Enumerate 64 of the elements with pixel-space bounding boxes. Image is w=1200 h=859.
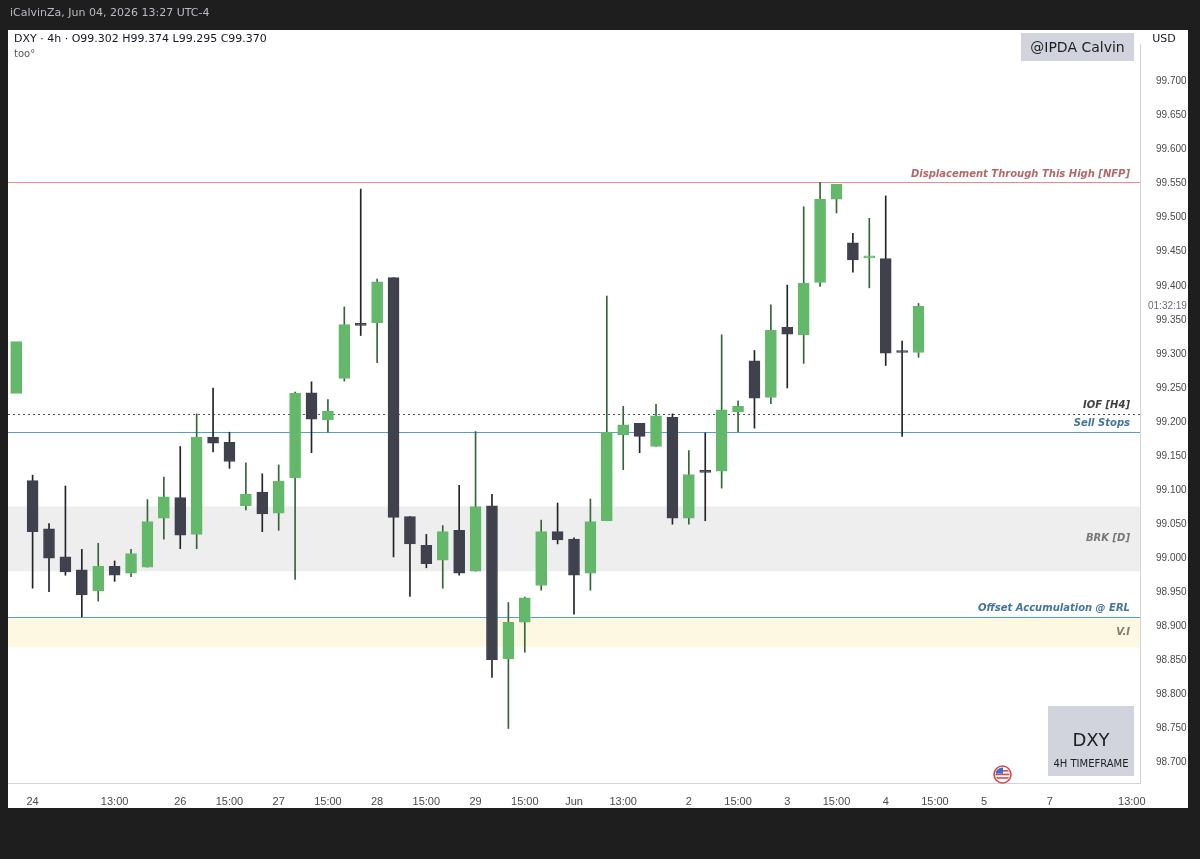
y-tick-label: 99.000 — [1156, 551, 1188, 563]
text: iCalvinZa, Jun 04, 2026 13:27 UTC-4 — [10, 6, 210, 20]
x-tick-label: 15:00 — [314, 794, 342, 807]
x-tick-label: 28 — [371, 794, 384, 807]
candlestick — [781, 284, 794, 389]
y-tick-label: 99.200 — [1156, 415, 1188, 427]
x-tick-label: 27 — [272, 794, 285, 807]
x-tick-label: 15:00 — [921, 794, 949, 807]
x-tick-label: 24 — [26, 794, 39, 807]
y-tick-label: 99.550 — [1156, 177, 1188, 189]
y-tick-label: 99.450 — [1156, 245, 1188, 257]
x-tick-label: 29 — [469, 794, 482, 807]
y-tick-label: 99.350 — [1156, 313, 1188, 325]
y-tick-label: 99.700 — [1156, 75, 1188, 87]
y-tick-label: 98.700 — [1156, 756, 1188, 768]
y-axis-title: USD — [1151, 32, 1177, 46]
x-tick-label: 15:00 — [412, 794, 441, 807]
x-tick-label: Jun — [565, 794, 583, 807]
annotation: 4H TIMEFRAME — [1052, 757, 1130, 770]
annotation: too° — [14, 47, 36, 60]
y-tick-label: 98.800 — [1156, 688, 1188, 700]
x-tick-label: 13:00 — [1118, 794, 1146, 807]
annotation: @IPDA Calvin — [1021, 33, 1134, 61]
text: 01:32:19 — [1148, 299, 1188, 311]
x-tick-label: 7 — [1046, 794, 1053, 807]
y-tick-label: 99.500 — [1156, 211, 1188, 223]
y-tick-label: 99.650 — [1156, 109, 1188, 121]
x-tick-label: 3 — [784, 794, 791, 807]
ref-line-label: Sell Stops — [1073, 417, 1131, 429]
ref-line-label: IOF [H4] — [1082, 399, 1131, 411]
candlestick — [699, 432, 712, 522]
ref-line-label: Offset Accumulation @ ERL — [977, 602, 1130, 614]
band-label: V.I — [1116, 625, 1131, 637]
y-tick-label: 99.150 — [1156, 449, 1188, 461]
band-label: BRK [D] — [1086, 532, 1131, 544]
x-tick-label: 15:00 — [511, 794, 539, 807]
x-tick-label: 13:00 — [609, 794, 637, 807]
x-tick-label: 2 — [685, 794, 692, 807]
candlestick — [10, 341, 23, 394]
y-tick-label: 99.250 — [1156, 381, 1188, 393]
y-tick-label: 99.600 — [1156, 143, 1188, 155]
y-tick-label: 98.850 — [1156, 654, 1188, 666]
y-tick-label: 99.300 — [1156, 347, 1188, 359]
y-tick-label: 98.950 — [1156, 586, 1188, 598]
candlestick — [732, 400, 744, 432]
x-tick-label: 4 — [882, 794, 889, 807]
x-tick-label: 15:00 — [215, 794, 244, 807]
y-tick-label: 98.750 — [1156, 722, 1188, 734]
y-tick-label: 99.050 — [1156, 517, 1188, 529]
y-tick-label: 99.400 — [1156, 279, 1188, 291]
chart-title: DXY · 4h · O99.302 H99.374 L99.295 C99.370 — [14, 32, 267, 46]
x-tick-label: 26 — [174, 794, 187, 807]
y-tick-label: 98.900 — [1156, 620, 1188, 632]
ref-line-label: Displacement Through This High [NFP] — [911, 167, 1131, 179]
candlestick — [354, 188, 367, 336]
candlestick — [896, 340, 908, 437]
y-tick-label: 99.100 — [1156, 483, 1188, 495]
annotation: DXY — [1071, 729, 1111, 751]
x-tick-label: 15:00 — [822, 794, 851, 807]
candlestick — [322, 399, 334, 433]
x-tick-label: 13:00 — [100, 794, 129, 807]
x-tick-label: 5 — [981, 794, 988, 807]
x-tick-label: 15:00 — [724, 794, 752, 807]
candlestick — [617, 406, 630, 471]
